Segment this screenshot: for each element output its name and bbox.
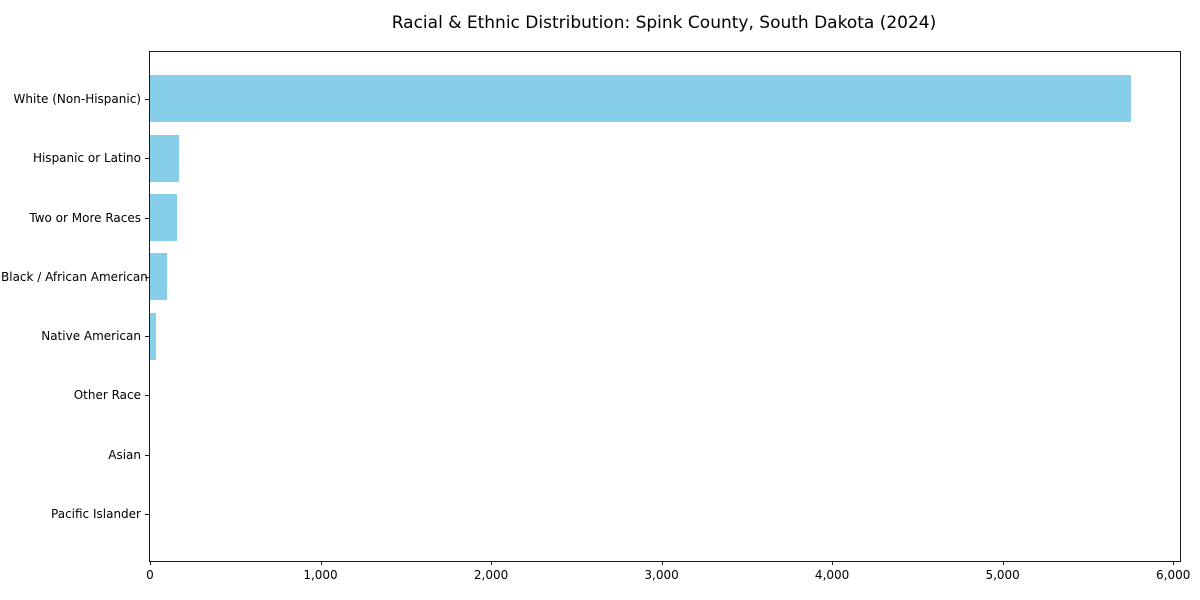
y-tick-mark	[145, 514, 149, 515]
y-tick-label: Native American	[41, 329, 141, 344]
x-tick-label: 0	[146, 568, 154, 582]
bar-hispanic-or-latino	[150, 134, 179, 182]
y-tick-mark	[145, 158, 149, 159]
bar-black-african-american	[150, 253, 167, 301]
x-tick-label: 1,000	[303, 568, 338, 582]
x-tick-label: 6,000	[1155, 568, 1191, 582]
y-tick-mark	[145, 99, 149, 100]
y-tick-label: Asian	[108, 447, 141, 462]
x-tick-mark	[150, 561, 151, 565]
x-tick-label: 5,000	[985, 568, 1020, 582]
x-tick-mark	[832, 561, 833, 565]
y-tick-label: Pacific Islander	[51, 507, 141, 522]
x-tick-label: 3,000	[644, 568, 679, 582]
bar-white-non-hispanic	[150, 75, 1131, 123]
bar-two-or-more-races	[150, 194, 178, 241]
y-tick-mark	[145, 336, 149, 337]
y-tick-label: Other Race	[73, 388, 141, 403]
y-tick-label: Two or More Races	[29, 210, 141, 225]
x-tick-mark	[491, 561, 492, 565]
y-tick-label: Black / African American	[1, 269, 148, 284]
plot-area: White (Non-Hispanic) Hispanic or Latino Tw…	[1, 51, 1190, 582]
y-tick-mark	[145, 395, 149, 396]
y-tick-mark	[145, 455, 149, 456]
y-tick-mark	[145, 218, 149, 219]
x-tick-mark	[1173, 561, 1174, 565]
x-tick-mark	[1003, 561, 1004, 565]
x-tick-mark	[321, 561, 322, 565]
x-tick-label: 2,000	[473, 568, 509, 582]
y-tick-mark	[145, 277, 149, 278]
y-tick-label: White (Non-Hispanic)	[13, 91, 141, 106]
y-tick-label: Hispanic or Latino	[32, 151, 141, 166]
bar-native-american	[150, 312, 156, 360]
x-tick-label: 4,000	[814, 568, 850, 582]
chart-title: Racial & Ethnic Distribution: Spink Coun…	[391, 13, 937, 33]
x-tick-mark	[662, 561, 663, 565]
